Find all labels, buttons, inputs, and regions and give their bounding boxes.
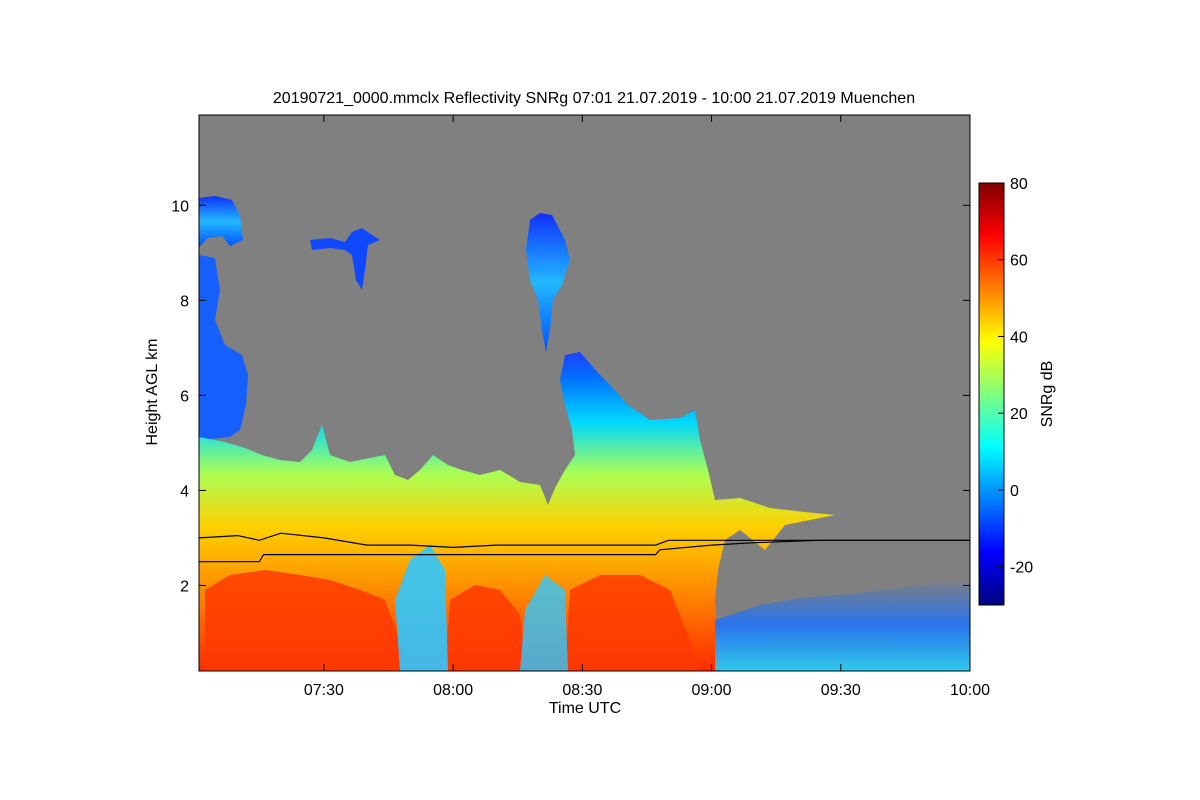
echo-mid-cloud-left <box>199 255 248 440</box>
colorbar-tick-label: 40 <box>1010 329 1028 346</box>
echo-field <box>199 196 970 671</box>
echo-rain-core-3 <box>565 575 700 671</box>
echo-gap-1 <box>395 545 448 671</box>
y-axis-label: Height AGL km <box>144 338 161 445</box>
colorbar-tick-label: 20 <box>1010 406 1028 423</box>
y-tick-label: 4 <box>180 483 189 500</box>
chart-title: 20190721_0000.mmclx Reflectivity SNRg 07… <box>273 90 915 107</box>
echo-gap-2 <box>520 575 568 671</box>
colorbar <box>978 182 1005 606</box>
y-tick-label: 10 <box>171 198 189 215</box>
y-axis-ticks: 2 4 6 8 10 <box>171 198 970 595</box>
colorbar-tick-label: -20 <box>1010 560 1033 577</box>
y-tick-label: 2 <box>180 578 189 595</box>
echo-noise-low <box>715 578 970 671</box>
echo-rain-core-1 <box>205 570 410 671</box>
plot-frame <box>198 114 971 672</box>
x-tick-label: 08:30 <box>562 682 602 699</box>
colorbar-tick-label: 0 <box>1010 483 1019 500</box>
x-axis-label: Time UTC <box>549 700 621 717</box>
y-tick-label: 6 <box>180 388 189 405</box>
x-tick-label: 10:00 <box>950 682 990 699</box>
series-line-top <box>199 532 970 549</box>
echo-high-cloud-left <box>199 196 243 247</box>
series-line-bottom <box>199 539 970 563</box>
echo-cirrus-plume <box>526 213 570 352</box>
y-tick-label: 8 <box>180 293 189 310</box>
x-axis-ticks: 07:30 08:00 08:30 09:00 09:30 10:00 <box>304 115 990 699</box>
colorbar-tick-label: 80 <box>1010 176 1028 193</box>
colorbar-tick-label: 60 <box>1010 253 1028 270</box>
colorbar-ticks: -20 0 20 40 60 80 <box>998 176 1033 577</box>
colorbar-label: SNRg dB <box>1039 361 1056 428</box>
echo-rain-core-2 <box>445 585 525 671</box>
x-tick-label: 09:00 <box>692 682 732 699</box>
x-tick-label: 07:30 <box>304 682 344 699</box>
x-tick-label: 09:30 <box>821 682 861 699</box>
echo-scatter-mid <box>310 228 380 290</box>
x-tick-label: 08:00 <box>433 682 473 699</box>
